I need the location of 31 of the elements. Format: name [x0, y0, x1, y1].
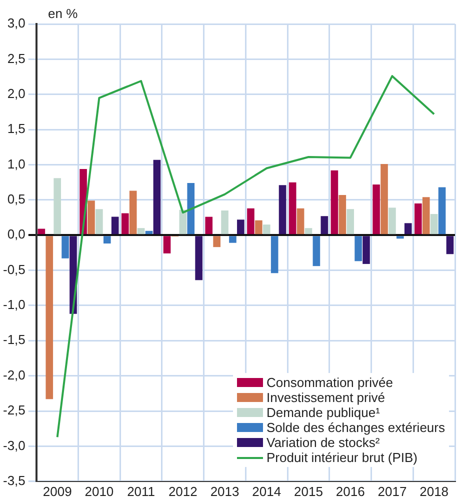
- y-tick-label: 2,0: [7, 86, 26, 101]
- x-tick-label: 2017: [378, 484, 407, 499]
- x-tick-label: 2013: [210, 484, 240, 499]
- y-tick-label: 0,0: [7, 226, 26, 242]
- legend-label: Variation de stocks²: [266, 435, 380, 450]
- y-tick-label: 3,0: [7, 16, 26, 31]
- x-tick-label: 2010: [84, 484, 114, 499]
- y-tick-label: -1,0: [2, 297, 26, 312]
- y-tick-label: -2,0: [2, 367, 26, 382]
- x-tick-label: 2009: [42, 484, 72, 499]
- y-tick-label: 0,5: [7, 192, 26, 206]
- x-tick-label: 2014: [252, 484, 282, 499]
- y-axis-title: en %: [48, 6, 78, 21]
- x-tick-label: 2018: [420, 484, 449, 499]
- legend-label: Investissement privé: [266, 390, 385, 405]
- y-tick-label: -3,0: [2, 438, 26, 453]
- y-tick-label: -2,5: [2, 402, 26, 418]
- x-tick-label: 2012: [168, 484, 198, 499]
- y-tick-label: 2,5: [7, 50, 26, 66]
- y-tick-label: 1,0: [7, 156, 26, 172]
- x-tick-label: 2016: [336, 484, 365, 499]
- y-tick-label: -1,5: [2, 332, 26, 348]
- legend-label: Solde des échanges extérieurs: [266, 420, 445, 435]
- y-tick-label: -3,5: [2, 472, 26, 488]
- legend-label: Demande publique¹: [266, 405, 380, 420]
- legend-label: Produit intérieur brut (PIB): [266, 450, 418, 465]
- y-tick-label: -0,5: [2, 262, 26, 277]
- x-tick-label: 2015: [294, 484, 323, 499]
- x-tick-label: 2011: [127, 484, 156, 499]
- legend-label: Consommation privée: [266, 375, 393, 390]
- y-tick-label: 1,5: [7, 121, 26, 136]
